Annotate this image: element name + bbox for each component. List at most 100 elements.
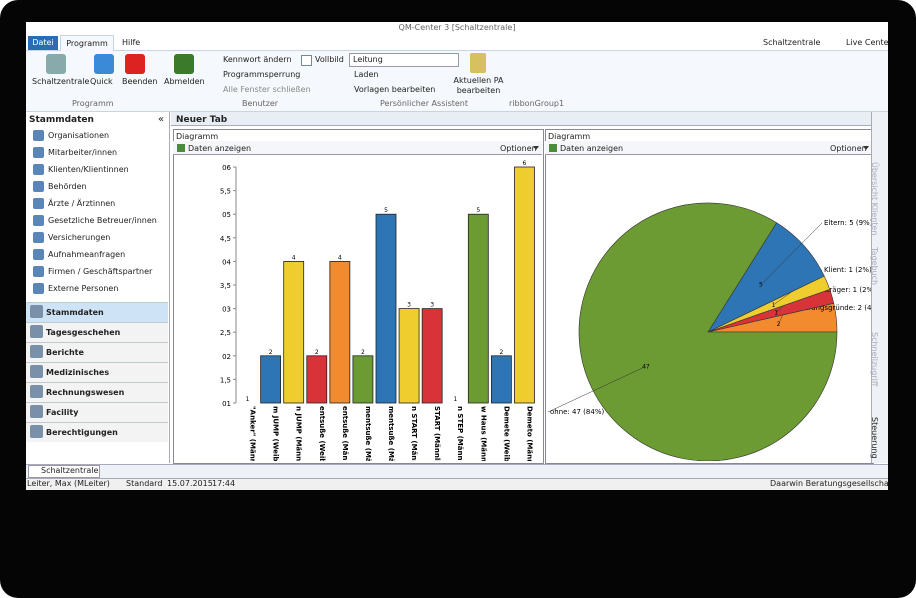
nav-label[interactable]: Facility	[46, 408, 79, 417]
bar-chart: 01 1,5 02 2,5 03 3,5 04 4,5 05 5,5 06 1 "Anker" (Män…	[220, 160, 535, 461]
side-tab[interactable]: Tagebuch	[870, 247, 879, 286]
sidebar-item[interactable]: Organisationen	[48, 131, 110, 140]
sidebar-icon	[33, 198, 44, 209]
y-tick-label: 2,5	[220, 329, 231, 337]
toolbar-icon[interactable]	[177, 144, 185, 152]
pie-chart: 2 Steuerungsgründe: 2 (4%) 1 Kostenträger: …	[547, 202, 871, 461]
sidebar-collapse[interactable]: «	[158, 114, 165, 125]
nav-icon	[30, 365, 43, 378]
sidebar-item[interactable]: Klienten/Klientinnen	[48, 165, 129, 174]
nav-label[interactable]: Berechtigungen	[46, 428, 118, 437]
nav-button[interactable]	[26, 322, 168, 342]
ribbon-button[interactable]: Beenden	[122, 77, 157, 86]
show-data[interactable]: Daten anzeigen	[188, 144, 252, 153]
y-tick-label: 03	[222, 306, 231, 314]
value-label: 4	[292, 254, 296, 261]
status-bar	[26, 478, 888, 490]
ribbon-button[interactable]: Quick	[90, 77, 113, 86]
panel-title: Diagramm	[176, 132, 219, 141]
side-tab[interactable]: Steuerung	[870, 417, 879, 459]
sidebar-icon	[33, 283, 44, 294]
ribbon-group-label: ribbonGroup1	[509, 99, 565, 108]
leader-line	[547, 366, 647, 413]
sidebar-item[interactable]: Gesetzliche Betreuer/innen	[48, 216, 157, 225]
bar	[421, 308, 443, 404]
vorlagen[interactable]: Vorlagen bearbeiten	[354, 85, 436, 94]
nav-button[interactable]	[26, 402, 168, 422]
nav-button[interactable]	[26, 362, 168, 382]
x-tick-label: mentsuße (Männlich)	[387, 406, 395, 461]
nav-icon	[30, 325, 43, 338]
side-tab[interactable]: Übersicht Klienten	[870, 162, 879, 236]
sidebar-item[interactable]: Externe Personen	[48, 284, 119, 293]
bar	[306, 355, 328, 404]
nav-button[interactable]	[26, 302, 168, 322]
pa-button[interactable]: Aktuellen PA bearbeiten	[453, 76, 504, 95]
x-tick-label: mentsuße (Männlich)	[364, 406, 372, 461]
value-label: 5	[384, 207, 388, 214]
x-tick-label: n START (Männlich)	[410, 406, 418, 461]
y-tick-label: 06	[222, 164, 231, 172]
tab-row	[26, 35, 888, 51]
checkbox[interactable]	[301, 55, 312, 66]
tab-file[interactable]: Datei	[28, 36, 58, 50]
tab-programm[interactable]: Programm	[60, 35, 114, 51]
toolbar-icon[interactable]	[549, 144, 557, 152]
options[interactable]: Optionen	[500, 144, 537, 153]
ribbon-button[interactable]: Schaltzentrale	[32, 77, 90, 86]
y-tick-label: 04	[222, 258, 231, 266]
combo[interactable]: Leitung	[349, 53, 459, 67]
x-tick-label: m JUMP (Weiblich)	[272, 406, 280, 461]
nav-button[interactable]	[26, 342, 168, 362]
value-label: 6	[523, 160, 527, 167]
sidebar-item[interactable]: Ärzte / Ärztinnen	[48, 199, 116, 208]
sidebar-item[interactable]: Versicherungen	[48, 233, 111, 242]
show-data[interactable]: Daten anzeigen	[560, 144, 624, 153]
sidebar-item[interactable]: Mitarbeiter/innen	[48, 148, 118, 157]
value-label: 2	[499, 349, 503, 356]
vollbild[interactable]: Vollbild	[315, 55, 344, 64]
ribbon-group-label: Benutzer	[242, 99, 279, 108]
slice-value: 2	[777, 321, 781, 328]
slice-label: ohne: 47 (84%)	[550, 408, 604, 416]
tab-header	[171, 112, 871, 126]
value-label: 1	[453, 396, 457, 403]
bar	[329, 261, 351, 404]
sidebar-item[interactable]: Aufnahmeanfragen	[48, 250, 126, 259]
bar	[283, 261, 305, 404]
y-tick-label: 1,5	[220, 376, 231, 384]
tab-right[interactable]: Schaltzentrale	[763, 38, 821, 47]
sidebar-icon	[33, 130, 44, 141]
nav-label[interactable]: Tagesgeschehen	[46, 328, 121, 337]
nav-label[interactable]: Stammdaten	[46, 308, 104, 317]
slice-value: 47	[642, 363, 650, 370]
sidebar-item[interactable]: Behörden	[48, 182, 87, 191]
nav-label[interactable]: Berichte	[46, 348, 84, 357]
ribbon-small-button[interactable]: Alle Fenster schließen	[223, 85, 311, 94]
tab-right[interactable]: Live Center!	[846, 38, 888, 47]
nav-icon	[30, 305, 43, 318]
x-tick-label: n STEP (Männlich)	[456, 406, 464, 461]
side-tab[interactable]: Schnellzugriff	[870, 332, 879, 387]
value-label: 5	[476, 207, 480, 214]
ribbon-small-button[interactable]: Programmsperrung	[223, 70, 301, 79]
value-label: 4	[338, 254, 342, 261]
ribbon-group-label: Programm	[72, 99, 114, 108]
nav-icon	[30, 425, 43, 438]
app-window: QM-Center 3 [Schaltzentrale] Datei Program…	[26, 22, 888, 490]
laden[interactable]: Laden	[354, 70, 379, 79]
bar	[514, 166, 535, 404]
nav-button[interactable]	[26, 382, 168, 402]
nav-label[interactable]: Rechnungswesen	[46, 388, 125, 397]
options[interactable]: Optionen	[830, 144, 867, 153]
tab-hilfe[interactable]: Hilfe	[122, 38, 141, 47]
ribbon-small-button[interactable]: Kennwort ändern	[223, 55, 292, 64]
y-tick-label: 05	[222, 211, 231, 219]
title-bar	[26, 22, 888, 35]
sidebar-item[interactable]: Firmen / Geschäftspartner	[48, 267, 153, 276]
ribbon-button[interactable]: Abmelden	[164, 77, 205, 86]
panel-toolbar	[545, 141, 872, 155]
nav-button[interactable]	[26, 422, 168, 442]
nav-label[interactable]: Medizinisches	[46, 368, 110, 377]
bottom-tab[interactable]: Schaltzentrale	[28, 465, 100, 478]
